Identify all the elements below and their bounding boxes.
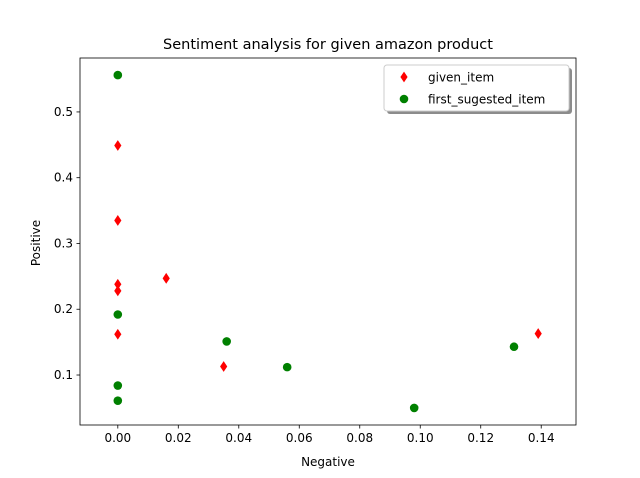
given-item-point bbox=[114, 285, 122, 297]
x-tick-label: 0.14 bbox=[528, 431, 555, 445]
plot-area: 0.00 0.02 0.04 0.06 0.08 0.10 0.12 0.14 0.1 0.2 0.… bbox=[54, 57, 577, 445]
chart-title: Sentiment analysis for given amazon prod… bbox=[163, 37, 493, 53]
x-tick-label: 0.06 bbox=[286, 431, 313, 445]
x-tick-label: 0.12 bbox=[467, 431, 494, 445]
legend-marker-first-sugested-item bbox=[399, 94, 409, 104]
y-tick-label: 0.4 bbox=[54, 171, 73, 185]
legend-box bbox=[383, 64, 570, 112]
legend-marker-given-item bbox=[400, 71, 408, 83]
given-item-point bbox=[114, 215, 122, 226]
y-tick-label: 0.2 bbox=[54, 302, 73, 316]
given-item-point bbox=[534, 328, 542, 339]
y-axis-label: Positive bbox=[29, 220, 43, 266]
given-item-point bbox=[220, 361, 228, 372]
suggested-item-point bbox=[282, 362, 292, 372]
x-axis-label: Negative bbox=[301, 455, 355, 469]
legend-label-given-item: given_item bbox=[428, 71, 494, 85]
x-tick-label: 0.10 bbox=[407, 431, 434, 445]
given-item-point bbox=[114, 140, 122, 151]
given-item-point bbox=[114, 278, 122, 290]
y-tick-label: 0.3 bbox=[54, 236, 73, 250]
suggested-item-point bbox=[113, 381, 123, 390]
series-given-item bbox=[114, 140, 542, 372]
y-tick-label: 0.5 bbox=[54, 105, 73, 119]
suggested-item-point bbox=[113, 396, 123, 405]
x-tick-label: 0.08 bbox=[346, 431, 373, 445]
axes-frame bbox=[79, 57, 577, 426]
suggested-item-point bbox=[113, 70, 123, 80]
x-tick-label: 0.00 bbox=[104, 431, 131, 445]
x-tick-label: 0.04 bbox=[225, 431, 252, 445]
suggested-item-point bbox=[222, 337, 231, 346]
x-tick-label: 0.02 bbox=[165, 431, 192, 445]
suggested-item-point bbox=[113, 310, 123, 319]
legend: given_item first_sugested_item bbox=[383, 64, 572, 114]
suggested-item-point bbox=[409, 403, 419, 413]
given-item-point bbox=[114, 328, 122, 340]
legend-label-first-sugested-item: first_sugested_item bbox=[428, 93, 545, 107]
y-tick-label: 0.1 bbox=[54, 368, 73, 382]
given-item-point bbox=[162, 272, 170, 284]
series-first-sugested-item bbox=[113, 70, 519, 413]
suggested-item-point bbox=[509, 342, 519, 352]
